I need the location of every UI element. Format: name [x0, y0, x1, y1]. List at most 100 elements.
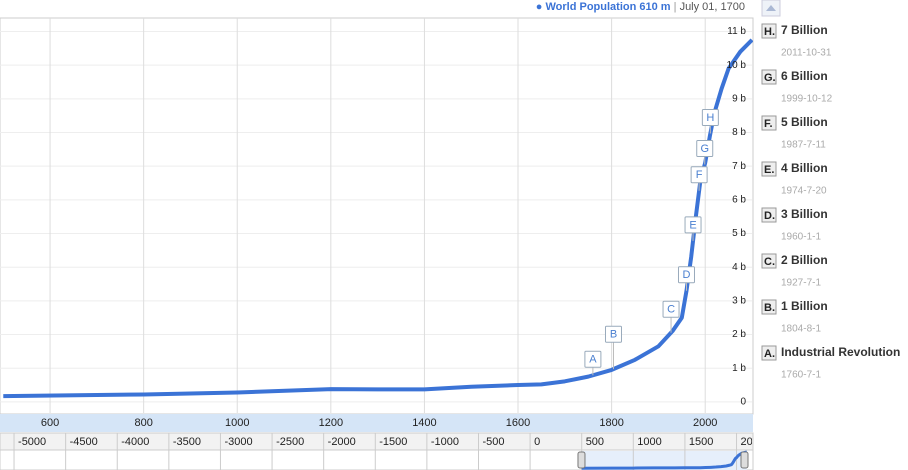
annotation-title: 4 Billion [781, 161, 828, 175]
y-tick-label: 3 b [732, 296, 746, 307]
annotation-flag [662, 300, 680, 318]
annotation-flag-letter: D [683, 269, 691, 281]
navigator-tick-label: -1000 [431, 436, 459, 448]
separator: | [673, 1, 677, 13]
navigator-tick-label: -500 [482, 436, 504, 448]
annotation-letter-box[interactable] [761, 115, 777, 131]
annotation-flag [701, 109, 719, 127]
annotation-flag-letter: C [667, 304, 675, 316]
annotation-date: 2011-10-31 [781, 48, 832, 59]
plot: A B C D E F G H [0, 18, 753, 413]
annotation-flag-letter: H [706, 112, 714, 124]
annotation-letter: D. [764, 210, 775, 222]
y-tick-label: 4 b [732, 262, 746, 273]
x-tick-label: 1600 [506, 417, 530, 429]
annotation-flag-letter: G [700, 143, 709, 155]
navigator [0, 449, 754, 470]
annotation-letter: A. [764, 348, 775, 360]
y-tick-label: 6 b [732, 194, 746, 205]
annotation-letter-box[interactable] [761, 69, 777, 85]
annotation-flag [604, 325, 622, 343]
navigator-tick-label: -4000 [121, 436, 149, 448]
y-tick-label: 7 b [732, 161, 746, 172]
y-tick-label: 8 b [732, 127, 746, 138]
annotation-letter: C. [764, 256, 775, 268]
bullet: ● [535, 1, 543, 13]
plot-area [0, 17, 754, 415]
annotation-flag [696, 139, 714, 157]
annotation-letter: H. [764, 26, 775, 38]
navigator-tick-label: -2000 [328, 436, 356, 448]
annotation-letter-box[interactable] [761, 23, 777, 39]
y-tick-label: 10 b [727, 60, 747, 71]
annotation-flag-letter: A [589, 354, 597, 366]
annotation-title: Industrial Revolution [781, 345, 900, 359]
annotation-letter: E. [764, 164, 774, 176]
x-tick-label: 1000 [225, 417, 249, 429]
annotation-date: 1804-8-1 [781, 324, 821, 335]
navigator-tick-label: 1500 [689, 436, 713, 448]
annotation-flag [584, 350, 602, 368]
annotation-flag [690, 166, 708, 184]
navigator-tick-label: -4500 [70, 436, 98, 448]
y-tick-label: 2 b [732, 329, 746, 340]
annotation-letter: B. [764, 302, 775, 314]
annotation-flag-letter: E [689, 219, 696, 231]
y-tick-label: 5 b [732, 228, 746, 239]
annotation-date: 1960-1-1 [781, 232, 821, 243]
annotation-letter-box[interactable] [761, 161, 777, 177]
x-tick-label: 2000 [693, 417, 717, 429]
annotation-letter-box[interactable] [761, 299, 777, 315]
x-tick-label: 1400 [412, 417, 436, 429]
annotation-flag-letter: B [610, 329, 617, 341]
navigator-tick-label: -5000 [18, 436, 46, 448]
y-tick-label: 11 b [727, 26, 746, 37]
readout-value: 610 m [639, 1, 671, 13]
annotation-letter-box[interactable] [761, 253, 777, 269]
readout: ● World Population 610 m | July 01, 1700 [536, 0, 745, 14]
arrow-icon [766, 5, 776, 11]
x-tick-label: 800 [134, 417, 152, 429]
navigator-tick-label: -2500 [276, 436, 304, 448]
navigator-tick-label: 2000 [741, 436, 765, 448]
navigator-handle[interactable] [577, 451, 586, 469]
navigator-handle[interactable] [740, 451, 749, 469]
navigator-selection [580, 451, 747, 470]
x-tick-label: 600 [41, 417, 59, 429]
annotation-flag-letter: F [696, 169, 703, 181]
annotation-letter-box[interactable] [761, 207, 777, 223]
navigator-tick-label: 0 [534, 436, 540, 448]
annotation-title: 5 Billion [781, 115, 828, 129]
navigator-line [581, 450, 748, 470]
navigator-tick-label: -3500 [173, 436, 201, 448]
y-tick-label: 0 [740, 397, 746, 408]
annotation-date: 1987-7-11 [781, 140, 826, 151]
navigator-tick-label: -3000 [224, 436, 252, 448]
annotation-letter: F. [764, 118, 773, 130]
x-tick-label: 1800 [599, 417, 623, 429]
readout-date: July 01, 1700 [679, 1, 745, 13]
navigator-tick-label: 500 [586, 436, 604, 448]
annotation-date: 1760-7-1 [781, 370, 821, 381]
annotation-date: 1927-7-1 [781, 278, 821, 289]
y-tick-label: 1 b [732, 363, 746, 374]
annotation-flag [677, 266, 695, 284]
x-tick-label: 1200 [319, 417, 343, 429]
navigator-tick-label: -1500 [379, 436, 407, 448]
annotation-title: 6 Billion [781, 69, 828, 83]
annotation-letter: G. [764, 72, 776, 84]
annotation-title: 1 Billion [781, 299, 828, 313]
annotation-letter-box[interactable] [761, 345, 777, 361]
annotation-title: 3 Billion [781, 207, 828, 221]
annotation-date: 1974-7-20 [781, 186, 827, 197]
annotation-title: 7 Billion [781, 23, 828, 37]
x-axis-band [0, 414, 753, 432]
navigator-tick-label: 1000 [637, 436, 661, 448]
annotation-date: 1999-10-12 [781, 94, 833, 105]
navigator-group: -5000 -4500 -4000 -3500 -3000 -2500 -2000 -1500… [13, 433, 765, 470]
series-name: World Population [545, 1, 637, 13]
annotation-title: 2 Billion [781, 253, 828, 267]
annotation-flag [684, 216, 702, 234]
